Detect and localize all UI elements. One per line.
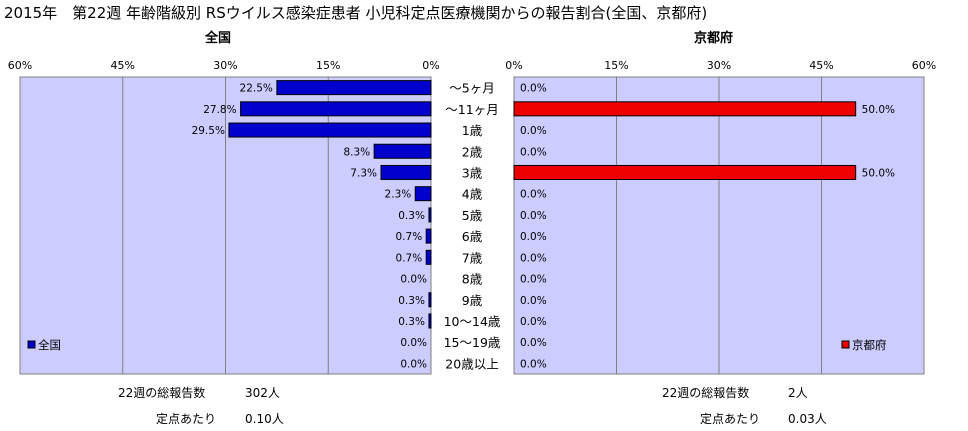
data-label: 0.0% — [520, 316, 547, 328]
category-label: 15～19歳 — [444, 335, 501, 350]
category-label: 7歳 — [462, 250, 483, 265]
bar-～5ヶ月 — [276, 80, 432, 96]
bar-～11ヶ月 — [240, 101, 432, 117]
tick-label: 0% — [422, 59, 439, 72]
category-label: 1歳 — [462, 123, 483, 138]
bar-3歳 — [513, 164, 857, 180]
data-label: 0.3% — [398, 295, 425, 307]
data-label: 0.0% — [520, 337, 547, 349]
data-label: 27.8% — [203, 104, 236, 116]
data-label: 0.0% — [520, 358, 547, 370]
data-label: 22.5% — [240, 83, 273, 95]
legend-swatch — [841, 340, 850, 349]
data-label: 0.3% — [398, 210, 425, 222]
category-label: ～11ヶ月 — [445, 102, 498, 117]
data-label: 0.0% — [400, 274, 427, 286]
tick-label: 15% — [316, 59, 340, 72]
category-label: 20歳以上 — [445, 356, 498, 371]
data-label: 0.0% — [520, 295, 547, 307]
national-per-label: 定点あたり — [156, 412, 217, 426]
chart-title: 2015年 第22週 年齢階級別 RSウイルス感染症患者 小児科定点医療機関から… — [4, 4, 708, 22]
national-total-value: 302人 — [245, 386, 280, 400]
age-category-labels: ～5ヶ月 ～11ヶ月 1歳 2歳 3歳 4歳 5歳 6歳 7歳 8歳 9歳 10～14歳 15～19歳 2… — [444, 81, 501, 372]
bar-2歳 — [373, 143, 432, 159]
national-total-label: 22週の総報告数 — [118, 386, 206, 400]
data-label: 0.3% — [398, 316, 425, 328]
category-label: 2歳 — [462, 144, 483, 159]
tick-label: 30% — [213, 59, 237, 72]
tick-label: 0% — [505, 59, 522, 72]
kyoto-total-label: 22週の総報告数 — [662, 386, 750, 400]
tick-label: 45% — [111, 59, 135, 72]
bar-3歳 — [380, 164, 432, 180]
category-label: 9歳 — [462, 293, 483, 308]
kyoto-per-value: 0.03人 — [788, 412, 827, 426]
data-label: 0.0% — [520, 274, 547, 286]
tick-label: 15% — [604, 59, 628, 72]
category-label: 6歳 — [462, 229, 483, 244]
data-label: 0.0% — [520, 252, 547, 264]
tick-label: 60% — [912, 59, 936, 72]
data-label: 0.0% — [400, 358, 427, 370]
bar-1歳 — [228, 122, 432, 138]
data-label: 0.7% — [396, 252, 423, 264]
bar-7歳 — [425, 249, 432, 265]
category-label: 3歳 — [462, 165, 483, 180]
data-label: 0.0% — [400, 337, 427, 349]
bar-4歳 — [414, 186, 432, 202]
bar-6歳 — [425, 228, 432, 244]
bar-5歳 — [428, 207, 432, 223]
bar-9歳 — [428, 292, 432, 308]
kyoto-plot: 0% 15% 30% 45% 60% 0.0% 50.0% 0.0% 0.0% 50.0% 0.0%… — [505, 59, 936, 375]
national-panel-title: 全国 — [205, 31, 232, 46]
data-label: 0.0% — [520, 146, 547, 158]
tick-label: 30% — [707, 59, 731, 72]
legend-label: 全国 — [38, 338, 61, 352]
category-label: 5歳 — [462, 208, 483, 223]
data-label: 50.0% — [862, 167, 895, 179]
national-plot: 60% 45% 30% 15% 0% 22.5% 27.8% 29.5% 8.3% 7.3% 2.3… — [8, 59, 440, 375]
bar-10～14歳 — [428, 313, 432, 329]
legend-label: 京都府 — [852, 338, 887, 352]
legend-swatch — [27, 340, 36, 349]
bar-～11ヶ月 — [513, 101, 857, 117]
national-per-value: 0.10人 — [245, 412, 284, 426]
category-label: ～5ヶ月 — [449, 81, 494, 96]
data-label: 29.5% — [192, 125, 225, 137]
data-label: 7.3% — [350, 167, 377, 179]
kyoto-total-value: 2人 — [788, 386, 808, 400]
data-label: 0.0% — [520, 231, 547, 243]
data-label: 0.0% — [520, 189, 547, 201]
data-label: 0.0% — [520, 125, 547, 137]
category-label: 4歳 — [462, 187, 483, 202]
data-label: 8.3% — [343, 146, 370, 158]
category-label: 8歳 — [462, 272, 483, 287]
tick-label: 45% — [809, 59, 833, 72]
category-label: 10～14歳 — [444, 314, 501, 329]
tick-label: 60% — [8, 59, 32, 72]
data-label: 50.0% — [862, 104, 895, 116]
data-label: 0.0% — [520, 210, 547, 222]
data-label: 2.3% — [385, 189, 412, 201]
kyoto-panel-title: 京都府 — [694, 31, 734, 46]
data-label: 0.7% — [396, 231, 423, 243]
kyoto-per-label: 定点あたり — [700, 412, 761, 426]
data-label: 0.0% — [520, 83, 547, 95]
